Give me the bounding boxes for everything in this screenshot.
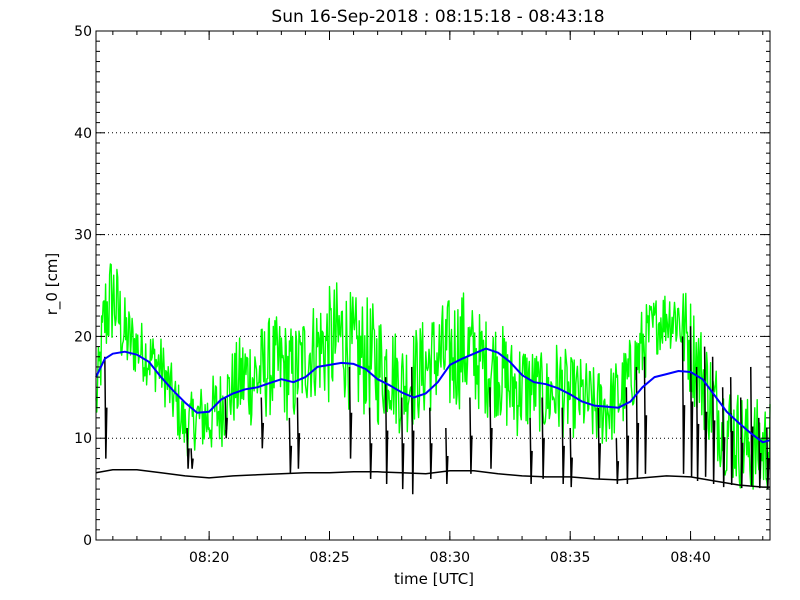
- y-tick-label: 20: [74, 329, 92, 345]
- black-spike: [384, 377, 389, 485]
- y-tick-labels: 0 10 20 30 40 50: [74, 24, 92, 549]
- black-spike: [643, 356, 648, 474]
- chart-title: Sun 16-Sep-2018 : 08:15:18 - 08:43:18: [271, 7, 604, 27]
- black-spike: [224, 397, 228, 439]
- x-tick-labels: 08:20 08:25 08:30 08:35 08:40: [189, 550, 711, 566]
- black-spike: [190, 448, 194, 469]
- y-tick-label: 10: [74, 431, 92, 447]
- black-spike: [469, 397, 473, 474]
- y-tick-label: 0: [83, 533, 92, 549]
- black-spike: [400, 397, 405, 490]
- black-spike: [348, 366, 353, 459]
- x-tick-label: 08:25: [309, 550, 349, 566]
- y-tick-label: 40: [74, 126, 92, 142]
- black-spike: [186, 428, 190, 469]
- black-spike: [711, 356, 716, 485]
- black-spike: [529, 417, 533, 485]
- x-tick-label: 08:40: [670, 550, 710, 566]
- black-spike: [695, 366, 700, 481]
- black-spike: [615, 438, 620, 485]
- black-spike: [489, 387, 493, 469]
- y-axis-label: r_0 [cm]: [43, 253, 62, 316]
- black-spike: [104, 356, 108, 459]
- tick-marks: [96, 30, 770, 541]
- black-spike: [260, 397, 265, 449]
- black-spike: [368, 407, 373, 479]
- black-spike: [625, 387, 630, 485]
- black-spike: [296, 397, 301, 469]
- black-spike: [569, 428, 573, 488]
- black-spike: [561, 407, 565, 485]
- black-spike: [681, 336, 686, 474]
- black-spike: [729, 377, 734, 486]
- black-spike: [703, 346, 708, 477]
- black-spike: [429, 407, 433, 479]
- black-spike: [758, 417, 762, 489]
- black-spike: [541, 397, 545, 479]
- series-line-black-baseline: [95, 469, 770, 488]
- gridlines: [96, 132, 770, 439]
- x-axis-label: time [UTC]: [394, 570, 474, 588]
- series-layer: [95, 263, 771, 495]
- black-spike: [739, 397, 744, 489]
- black-spike: [445, 428, 449, 485]
- black-spike: [721, 387, 726, 488]
- y-tick-label: 30: [74, 228, 92, 244]
- x-tick-label: 08:20: [189, 550, 229, 566]
- y-tick-label: 50: [74, 24, 92, 40]
- black-spike: [410, 366, 415, 495]
- x-tick-label: 08:30: [430, 550, 470, 566]
- series-line-blue: [95, 347, 771, 444]
- series-line-green: [95, 263, 771, 490]
- x-tick-label: 08:35: [550, 550, 590, 566]
